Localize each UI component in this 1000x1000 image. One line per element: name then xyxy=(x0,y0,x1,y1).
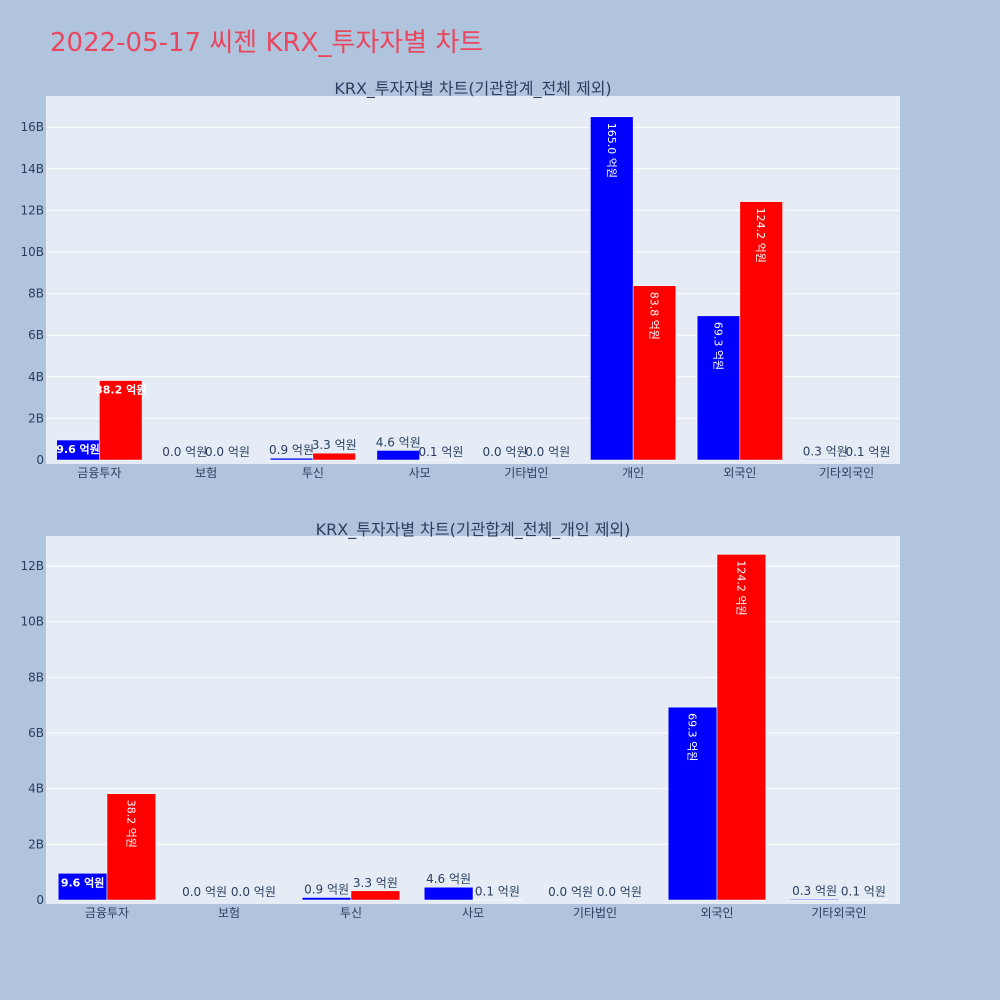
page-title: 2022-05-17 씨젠 KRX_투자자별 차트 xyxy=(50,28,484,58)
x-tick-label: 투신 xyxy=(340,906,362,920)
y-tick-label: 2B xyxy=(28,411,44,425)
bar-buy xyxy=(376,450,420,461)
y-tick-label: 14B xyxy=(20,162,44,176)
chart-title: KRX_투자자별 차트(기관합계_전체 제외) xyxy=(334,79,611,99)
data-label: 69.3 억원 xyxy=(712,322,725,370)
data-label: 0.0 억원 xyxy=(205,445,250,459)
data-label: 38.2 억원 xyxy=(124,800,137,848)
data-label: 38.2 억원 xyxy=(95,383,146,397)
x-tick-label: 금융투자 xyxy=(77,466,121,480)
x-tick-label: 기타법인 xyxy=(573,906,617,920)
data-label: 69.3 억원 xyxy=(686,713,699,761)
bar-buy xyxy=(789,898,840,901)
data-label: 0.1 억원 xyxy=(475,885,520,899)
data-label: 3.3 억원 xyxy=(312,438,357,452)
data-label: 4.6 억원 xyxy=(426,872,471,886)
x-tick-label: 기타외국인 xyxy=(811,906,866,920)
data-label: 83.8 억원 xyxy=(647,292,660,340)
data-label: 0.0 억원 xyxy=(182,885,227,899)
y-tick-label: 10B xyxy=(20,615,44,629)
data-label: 0.1 억원 xyxy=(418,445,463,459)
data-label: 0.0 억원 xyxy=(483,445,528,459)
data-label: 0.0 억원 xyxy=(162,445,207,459)
chart-title: KRX_투자자별 차트(기관합계_전체_개인 제외) xyxy=(316,520,631,540)
data-label: 0.1 억원 xyxy=(841,885,886,899)
data-label: 0.3 억원 xyxy=(803,444,848,458)
data-label: 9.6 억원 xyxy=(61,875,105,889)
bar-sell xyxy=(106,793,157,901)
plot-area xyxy=(46,536,900,904)
y-tick-label: 8B xyxy=(28,287,44,301)
y-tick-label: 6B xyxy=(28,726,44,740)
bar-buy xyxy=(269,457,314,461)
y-tick-label: 8B xyxy=(28,670,44,684)
data-label: 124.2 억원 xyxy=(754,208,767,263)
x-tick-label: 보험 xyxy=(195,466,217,480)
x-tick-label: 보험 xyxy=(218,906,240,920)
data-label: 165.0 억원 xyxy=(605,123,618,178)
data-label: 0.9 억원 xyxy=(304,882,349,896)
data-label: 9.6 억원 xyxy=(56,442,100,456)
bar-sell xyxy=(716,554,767,901)
data-label: 0.0 억원 xyxy=(525,445,570,459)
bar-sell xyxy=(350,890,401,901)
bar-buy xyxy=(57,873,108,901)
bar-buy xyxy=(803,459,847,461)
y-tick-label: 6B xyxy=(28,328,44,342)
data-label: 0.9 억원 xyxy=(269,443,314,457)
bar-sell xyxy=(99,380,143,461)
data-label: 124.2 억원 xyxy=(734,560,747,615)
x-tick-label: 투신 xyxy=(302,466,324,480)
y-tick-label: 12B xyxy=(20,559,44,573)
bar-buy xyxy=(301,897,352,901)
x-tick-label: 사모 xyxy=(462,906,484,920)
data-label: 3.3 억원 xyxy=(353,876,398,890)
x-tick-label: 개인 xyxy=(622,466,644,480)
y-tick-label: 4B xyxy=(28,370,44,384)
data-label: 4.6 억원 xyxy=(376,435,421,449)
bar-buy xyxy=(696,315,741,461)
chart-1: KRX_투자자별 차트(기관합계_전체 제외) 0 2B 4B 6B 8B 10B 12B 14… xyxy=(20,79,900,480)
data-label: 0.0 억원 xyxy=(231,885,276,899)
bar-sell xyxy=(312,452,356,461)
x-tick-label: 외국인 xyxy=(723,466,756,480)
y-tick-label: 12B xyxy=(20,203,44,217)
y-tick-label: 16B xyxy=(20,120,44,134)
bar-buy xyxy=(590,116,634,461)
data-label: 0.1 억원 xyxy=(845,445,890,459)
bar-buy xyxy=(423,886,474,901)
data-label: 0.0 억원 xyxy=(597,885,642,899)
y-tick-label: 0 xyxy=(36,453,44,467)
data-label: 0.3 억원 xyxy=(792,884,837,898)
x-tick-label: 기타법인 xyxy=(504,466,548,480)
bar-sell xyxy=(632,285,677,461)
y-tick-label: 4B xyxy=(28,782,44,796)
x-tick-label: 금융투자 xyxy=(85,906,129,920)
x-tick-label: 외국인 xyxy=(700,906,733,920)
y-tick-label: 2B xyxy=(28,837,44,851)
x-tick-label: 기타외국인 xyxy=(819,466,874,480)
bar-buy xyxy=(667,706,718,901)
data-label: 0.0 억원 xyxy=(548,885,593,899)
x-tick-label: 사모 xyxy=(409,466,431,480)
chart-2: KRX_투자자별 차트(기관합계_전체_개인 제외) 0 2B 4B 6B 8B 10B 12… xyxy=(20,520,900,920)
y-tick-label: 0 xyxy=(36,893,44,907)
bar-sell xyxy=(739,201,783,461)
y-tick-label: 10B xyxy=(20,245,44,259)
